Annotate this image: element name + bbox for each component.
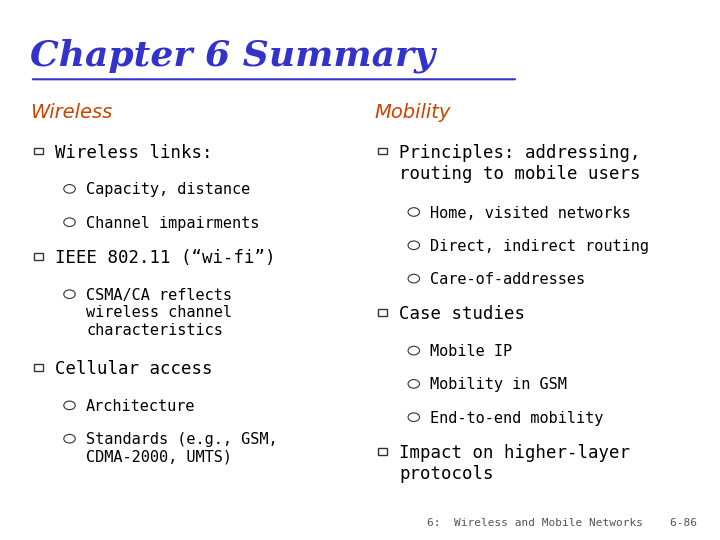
FancyBboxPatch shape [378,448,387,455]
Text: Cellular access: Cellular access [55,360,212,378]
Circle shape [408,380,420,388]
Text: Wireless: Wireless [30,104,112,123]
Text: Mobility: Mobility [374,104,451,123]
Text: Mobile IP: Mobile IP [431,344,513,359]
Circle shape [64,185,76,193]
Circle shape [64,218,76,226]
Text: Care-of-addresses: Care-of-addresses [431,272,585,287]
Circle shape [408,241,420,249]
Text: Case studies: Case studies [400,306,526,323]
Text: Standards (e.g., GSM,
CDMA-2000, UMTS): Standards (e.g., GSM, CDMA-2000, UMTS) [86,432,278,464]
Text: Mobility in GSM: Mobility in GSM [431,377,567,393]
Text: 6:  Wireless and Mobile Networks    6-86: 6: Wireless and Mobile Networks 6-86 [427,518,697,528]
Text: Chapter 6 Summary: Chapter 6 Summary [30,39,435,73]
FancyBboxPatch shape [34,147,43,154]
Circle shape [64,434,76,443]
Text: IEEE 802.11 (“wi-fi”): IEEE 802.11 (“wi-fi”) [55,249,276,267]
FancyBboxPatch shape [34,364,43,371]
Text: Wireless links:: Wireless links: [55,144,212,162]
Text: End-to-end mobility: End-to-end mobility [431,411,603,426]
Text: Capacity, distance: Capacity, distance [86,183,251,198]
Circle shape [64,290,76,299]
Text: Channel impairments: Channel impairments [86,216,259,231]
FancyBboxPatch shape [34,253,43,260]
Circle shape [408,274,420,283]
FancyBboxPatch shape [378,147,387,154]
Text: Architecture: Architecture [86,399,196,414]
Text: Home, visited networks: Home, visited networks [431,206,631,220]
Text: Principles: addressing,
routing to mobile users: Principles: addressing, routing to mobil… [400,144,641,183]
Circle shape [408,346,420,355]
FancyBboxPatch shape [378,309,387,316]
Text: Direct, indirect routing: Direct, indirect routing [431,239,649,254]
Text: Impact on higher-layer
protocols: Impact on higher-layer protocols [400,444,631,483]
Text: CSMA/CA reflects
wireless channel
characteristics: CSMA/CA reflects wireless channel charac… [86,288,232,338]
Circle shape [408,413,420,422]
Circle shape [408,208,420,217]
Circle shape [64,401,76,410]
